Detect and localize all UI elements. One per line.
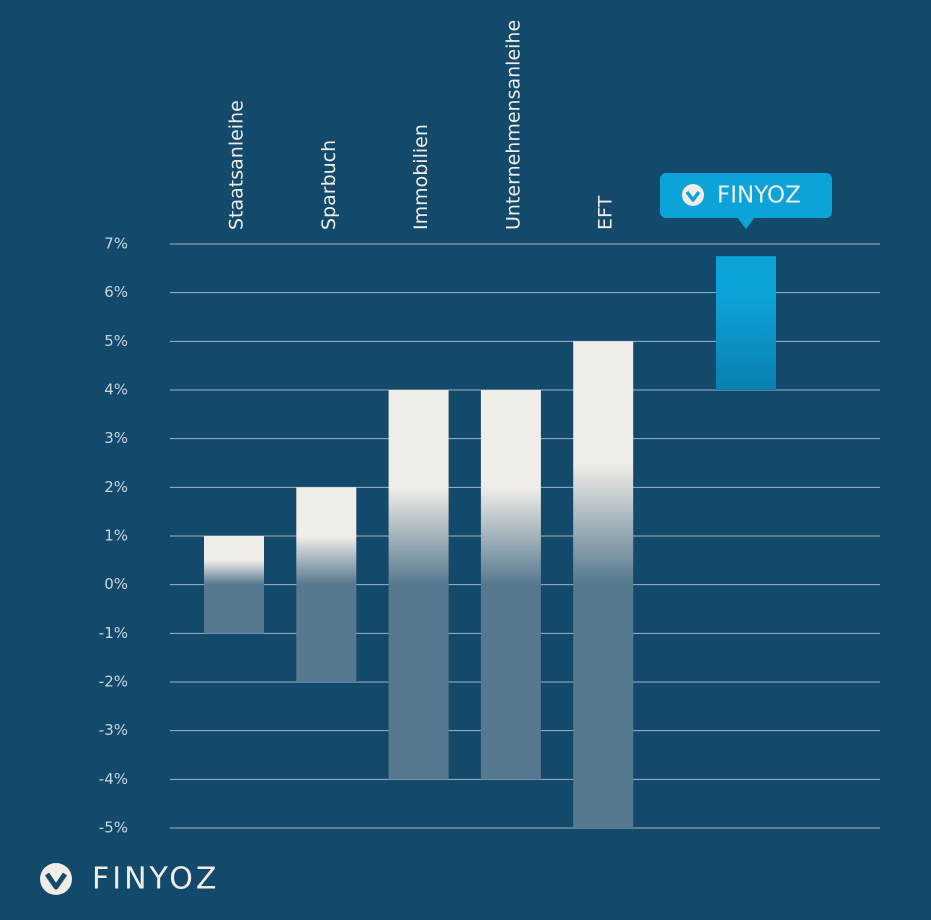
category-label: Staatsanleihe — [226, 100, 248, 230]
y-tick-label: -2% — [99, 673, 128, 691]
callout-logo — [682, 184, 704, 206]
category-label: Immobilien — [410, 124, 432, 230]
callout-pointer — [737, 217, 755, 229]
y-tick-label: -1% — [99, 624, 128, 642]
y-tick-label: 3% — [104, 429, 128, 447]
brand: FINYOZ — [92, 862, 219, 897]
y-tick-label: 5% — [104, 332, 128, 350]
y-tick-label: 4% — [104, 381, 128, 399]
bar — [716, 256, 776, 390]
bar — [573, 341, 634, 828]
callout-box — [660, 173, 832, 218]
y-tick-label: 6% — [104, 283, 128, 301]
callout-logo-mark — [685, 190, 701, 202]
y-tick-label: 1% — [104, 527, 128, 545]
category-label: Sparbuch — [318, 140, 340, 230]
y-tick-label: -5% — [99, 819, 128, 837]
callout: FINYOZ — [660, 173, 832, 229]
bar — [388, 390, 449, 780]
bar — [296, 487, 357, 682]
category-label: Unternehmensanleihe — [502, 20, 524, 230]
y-tick-label: 7% — [104, 235, 128, 253]
bar — [480, 390, 541, 780]
y-tick-label: -3% — [99, 721, 128, 739]
bar — [204, 536, 264, 634]
y-tick-label: 0% — [104, 575, 128, 593]
footer-logo — [40, 863, 72, 895]
y-tick-label: -4% — [99, 770, 128, 788]
y-tick-label: 2% — [104, 478, 128, 496]
category-label: FINYOZ — [717, 183, 801, 209]
category-label: EFT — [595, 195, 617, 230]
